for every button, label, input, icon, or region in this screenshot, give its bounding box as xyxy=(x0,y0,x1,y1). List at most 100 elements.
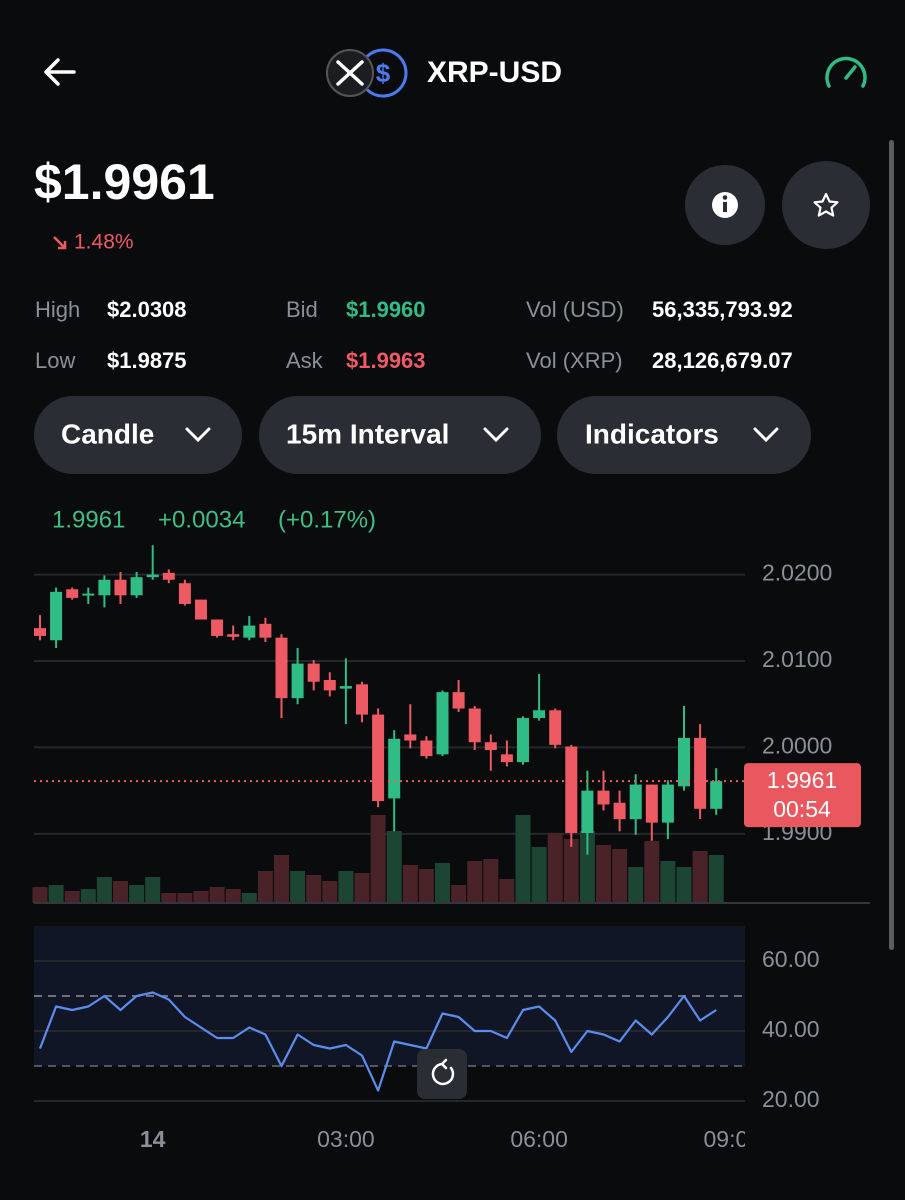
volume-bar xyxy=(418,869,434,903)
volume-bar xyxy=(113,881,128,903)
reset-icon xyxy=(431,1058,455,1086)
volume-bar xyxy=(322,881,338,903)
candle-body xyxy=(694,737,707,809)
stat-value: 28,126,679.07 xyxy=(652,348,793,373)
candle-body xyxy=(597,790,610,805)
chart: 2.02002.01002.00001.99001.996100:5460.00… xyxy=(32,545,870,1152)
candle-body xyxy=(372,714,385,802)
volume-bar xyxy=(579,831,595,903)
candle-body xyxy=(517,718,529,763)
stat-label: Ask xyxy=(286,348,324,373)
price: $1.9961 xyxy=(34,154,215,210)
candle-body xyxy=(436,692,449,755)
stat-value: $2.0308 xyxy=(107,297,187,322)
stat-label: Low xyxy=(35,348,75,373)
x-tick-label: 06:00 xyxy=(510,1126,568,1152)
volume-bar xyxy=(644,841,660,903)
price-change: 1.48% xyxy=(74,231,134,254)
volume-bar xyxy=(451,885,467,903)
candle-body xyxy=(50,591,63,641)
candle-body xyxy=(146,574,159,578)
candle-body xyxy=(339,686,352,689)
candle-body xyxy=(388,738,401,799)
indicators-button[interactable]: Indicators xyxy=(557,396,811,474)
volume-bar xyxy=(48,885,64,903)
back-button[interactable] xyxy=(44,58,76,86)
button-label: Candle xyxy=(61,418,154,449)
volume-bar xyxy=(596,845,611,903)
candle-body xyxy=(291,663,304,699)
button-label: Indicators xyxy=(585,418,719,449)
y-tick-label: 20.00 xyxy=(762,1086,820,1112)
volume-bar xyxy=(612,849,628,903)
scrollbar xyxy=(889,140,894,950)
legend-close: 1.9961 xyxy=(52,506,125,533)
y-tick-label: 60.00 xyxy=(762,946,820,972)
info-button[interactable] xyxy=(685,165,765,245)
volume-bar xyxy=(161,893,177,903)
x-tick-label: 09:00 xyxy=(704,1126,762,1152)
volume-bar xyxy=(402,865,418,903)
y-tick-label: 40.00 xyxy=(762,1016,820,1042)
candle-body xyxy=(82,593,95,596)
stat-label: Vol (XRP) xyxy=(526,348,623,373)
legend-change-pct: (+0.17%) xyxy=(278,506,376,533)
candle-body xyxy=(195,599,207,620)
volume-bar xyxy=(80,889,96,903)
candle-body xyxy=(227,634,240,637)
volume-bar xyxy=(483,859,499,903)
current-price-box xyxy=(744,763,861,828)
volume-bar xyxy=(531,847,547,903)
chart-type-button[interactable]: Candle xyxy=(34,396,242,474)
reset-button[interactable] xyxy=(417,1049,467,1099)
speed-icon[interactable] xyxy=(825,56,867,88)
volume-bar xyxy=(32,887,48,903)
favorite-button[interactable] xyxy=(782,161,870,249)
candle-body xyxy=(581,790,594,833)
title: XRP-USD xyxy=(427,56,562,89)
candle-body xyxy=(420,740,433,757)
candle-body xyxy=(549,710,562,745)
candle-body xyxy=(533,710,546,719)
volume-bar xyxy=(692,851,708,903)
candle-body xyxy=(323,680,336,691)
y-tick-label: 2.0100 xyxy=(762,646,832,672)
legend-change: +0.0034 xyxy=(158,506,245,533)
candle-body xyxy=(162,572,175,580)
volume-bar xyxy=(370,815,386,903)
volume-bar xyxy=(274,855,289,903)
candle-body xyxy=(307,663,320,682)
candle-body xyxy=(66,589,79,598)
time-axis: 14 03:00 06:00 09:00 xyxy=(140,1126,762,1152)
volume-bar xyxy=(628,867,644,903)
x-tick-label: 03:00 xyxy=(317,1126,375,1152)
candle-body xyxy=(484,742,497,751)
button-label: 15m Interval xyxy=(286,418,449,449)
svg-text:$: $ xyxy=(376,58,391,88)
volume-bar xyxy=(676,867,692,903)
volume-bar xyxy=(515,815,531,903)
stat-label: Bid xyxy=(286,297,318,322)
volume-bar xyxy=(467,861,483,903)
volume-bar xyxy=(338,871,354,903)
candle-body xyxy=(34,628,46,636)
volume-bar xyxy=(64,891,80,903)
y-tick-label: 2.0200 xyxy=(762,560,832,586)
countdown-label: 00:54 xyxy=(773,796,831,822)
volume-bar xyxy=(435,863,450,903)
candle-body xyxy=(565,746,578,833)
candle-body xyxy=(678,737,690,787)
candle-body xyxy=(259,623,272,638)
candle-body xyxy=(114,579,127,596)
candle-body xyxy=(98,579,111,596)
candle-body xyxy=(468,708,481,743)
x-tick-label: 14 xyxy=(140,1126,166,1152)
interval-button[interactable]: 15m Interval xyxy=(259,396,541,474)
rsi-line xyxy=(38,991,717,1092)
volume-bar xyxy=(177,893,193,903)
candle-body xyxy=(500,754,513,763)
volume-bar xyxy=(547,833,563,903)
current-price-label: 1.9961 xyxy=(767,767,837,793)
candle-body xyxy=(645,784,658,823)
volume-bar xyxy=(241,893,257,903)
